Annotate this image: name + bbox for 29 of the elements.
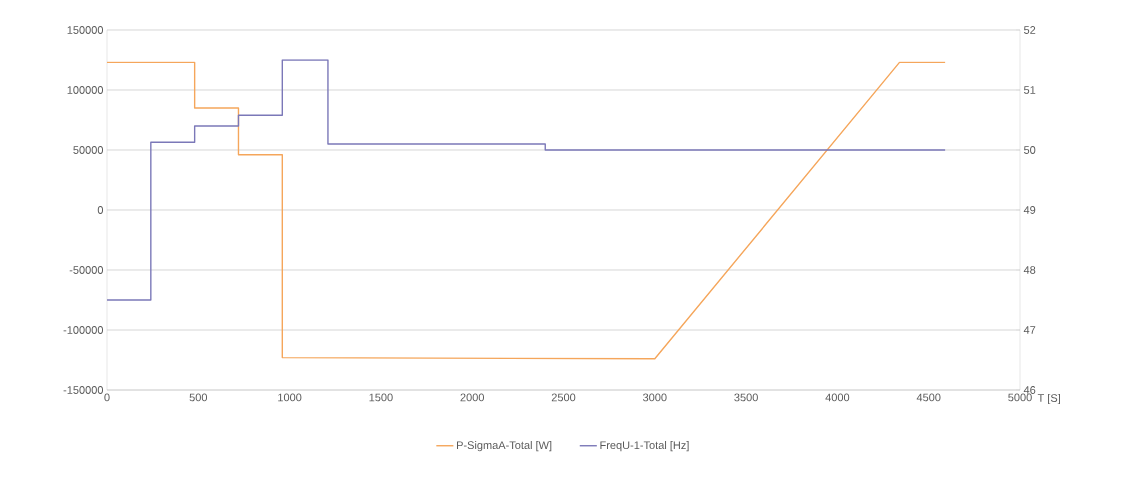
y-tick-label: 150000 [67,26,104,34]
legend-label: P-SigmaA-Total [W] [457,441,552,452]
y-tick-label: -50000 [69,266,104,274]
y-tick-label: 100000 [67,86,104,94]
x-tick-label: 2500 [551,393,576,402]
y2-tick-label: 46 [1023,386,1036,394]
y2-tick-label: 51 [1023,86,1036,94]
y-tick-label: -150000 [63,386,104,394]
x-axis-title: T [S] [1037,393,1060,405]
y-tick-label: -100000 [63,326,104,334]
y2-tick-label: 50 [1023,146,1036,154]
y2-tick-label: 47 [1023,326,1036,334]
x-tick-label: 3500 [734,393,758,402]
y2-tick-label: 49 [1023,206,1036,214]
line-series [107,61,946,360]
y2-tick-label: 48 [1023,266,1036,274]
x-tick-label: 4000 [825,393,850,402]
y-tick-label: 50000 [73,146,104,154]
x-tick-label: 3000 [642,393,667,402]
legend-label: FreqU-1-Total [Hz] [600,441,689,452]
x-tick-label: 2000 [460,393,484,402]
x-tick-label: 4500 [916,393,941,402]
x-tick-label: 1500 [369,393,393,402]
x-tick-label: 5000 [1008,393,1032,402]
x-tick-label: 0 [104,393,110,402]
y2-tick-label: 52 [1023,26,1036,34]
y-tick-label: 0 [97,206,104,214]
x-tick-label: 1000 [278,393,302,402]
x-tick-label: 500 [189,393,208,402]
